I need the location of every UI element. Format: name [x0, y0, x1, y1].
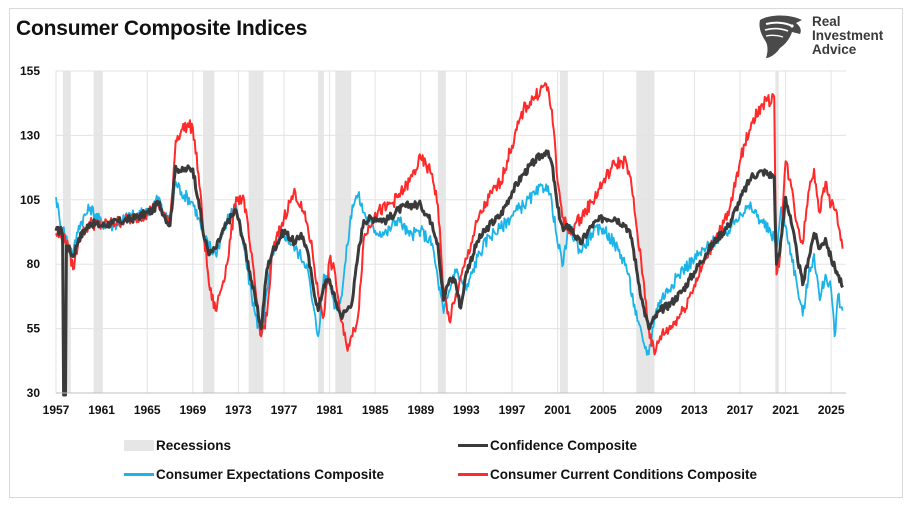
x-tick-label: 1993 [453, 403, 480, 417]
x-tick-label: 2005 [590, 403, 617, 417]
x-tick-label: 2025 [818, 403, 845, 417]
x-tick-label: 1977 [271, 403, 298, 417]
legend-swatch-recessions [124, 440, 154, 451]
x-tick-label: 1973 [225, 403, 252, 417]
y-tick-label: 155 [20, 64, 40, 78]
legend-label-current: Consumer Current Conditions Composite [490, 467, 758, 482]
x-tick-label: 2009 [635, 403, 662, 417]
legend-confidence: Confidence Composite [458, 438, 637, 453]
x-tick-label: 1997 [499, 403, 526, 417]
eagle-head-icon [759, 15, 802, 58]
y-tick-label: 130 [20, 128, 40, 142]
x-tick-label: 1969 [179, 403, 206, 417]
x-tick-label: 1981 [316, 403, 343, 417]
recession-band-3 [248, 71, 264, 393]
y-tick-label: 80 [27, 257, 41, 271]
recession-band-2 [203, 71, 215, 393]
axes: 30 55 80 105 130 155 1957 1961 1965 1969 1973 1977 1… [20, 64, 846, 417]
chart-frame [9, 8, 903, 498]
logo: Real Investment Advice [756, 14, 896, 60]
x-tick-label: 1965 [134, 403, 161, 417]
recession-band-6 [437, 71, 446, 393]
series-line-expectations [55, 180, 844, 356]
legend-current: Consumer Current Conditions Composite [458, 467, 757, 482]
recession-band-1 [93, 71, 103, 393]
x-tick-label: 1957 [43, 403, 70, 417]
logo-line-1: Real [812, 14, 841, 29]
logo-line-2: Investment [812, 28, 884, 43]
legend-label-expectations: Consumer Expectations Composite [156, 467, 385, 482]
x-tick-label: 2001 [544, 403, 571, 417]
logo-line-3: Advice [812, 42, 857, 57]
legend-expectations: Consumer Expectations Composite [124, 467, 384, 482]
y-tick-label: 105 [20, 193, 40, 207]
x-tick-label: 1961 [88, 403, 115, 417]
x-tick-label: 1985 [362, 403, 389, 417]
legend-swatch-expectations [124, 473, 154, 476]
logo-text: Real Investment Advice [812, 15, 883, 57]
recession-band-4 [318, 71, 324, 393]
legend-label-recessions: Recessions [156, 438, 232, 453]
series-line-current [55, 82, 844, 356]
recession-band-0 [62, 71, 71, 393]
series-lines [54, 82, 844, 397]
recession-band-8 [636, 71, 655, 393]
x-tick-label: 1989 [407, 403, 434, 417]
x-tick-label: 2021 [772, 403, 799, 417]
legend-label-confidence: Confidence Composite [490, 438, 638, 453]
y-tick-label: 55 [27, 322, 41, 336]
x-tick-label: 2013 [681, 403, 708, 417]
series-line-confidence [54, 149, 844, 397]
legend-swatch-confidence [458, 444, 488, 447]
chart-title: Consumer Composite Indices [16, 17, 308, 40]
legend-recessions: Recessions [124, 438, 231, 453]
legend-swatch-current [458, 473, 488, 476]
x-tick-label: 2017 [727, 403, 754, 417]
y-tick-label: 30 [27, 386, 41, 400]
